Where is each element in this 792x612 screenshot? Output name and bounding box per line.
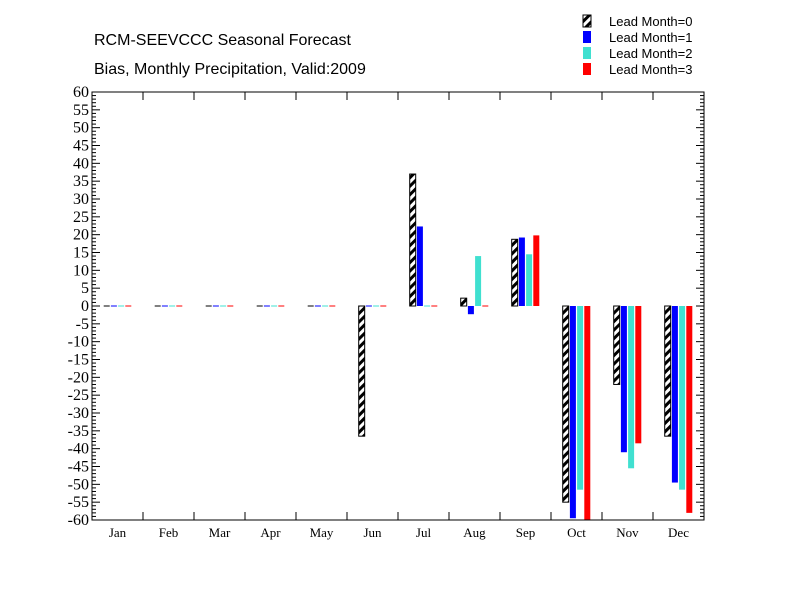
- bar: [686, 306, 693, 513]
- x-tick-label: Apr: [260, 525, 281, 540]
- bar: [526, 254, 533, 306]
- bar: [416, 226, 423, 306]
- x-tick-label: Jun: [363, 525, 382, 540]
- bar: [511, 238, 519, 307]
- x-tick-label: Nov: [616, 525, 639, 540]
- bar: [569, 306, 576, 519]
- bars: [103, 173, 693, 520]
- y-tick-label: 25: [73, 209, 89, 226]
- legend-label: Lead Month=3: [609, 62, 692, 77]
- bar: [358, 305, 366, 437]
- x-tick-label: Oct: [567, 525, 586, 540]
- y-tick-label: 45: [73, 138, 89, 155]
- bar: [518, 237, 525, 306]
- y-tick-label: -40: [68, 441, 89, 458]
- bar: [467, 306, 474, 315]
- y-tick-label: 15: [73, 245, 89, 262]
- x-tick-label: Sep: [516, 525, 536, 540]
- y-tick-label: 10: [73, 262, 89, 279]
- y-tick-label: -35: [68, 423, 89, 440]
- y-tick-label: 35: [73, 173, 89, 190]
- y-tick-label: -50: [68, 476, 89, 493]
- y-tick-label: 60: [73, 84, 89, 101]
- x-tick-label: Dec: [668, 525, 689, 540]
- y-tick-label: -5: [76, 316, 89, 333]
- chart-title: RCM-SEEVCCC Seasonal Forecast: [94, 32, 352, 49]
- plot-frame: [91, 91, 705, 521]
- x-tick-label: Jul: [416, 525, 432, 540]
- legend-label: Lead Month=2: [609, 46, 692, 61]
- bar: [475, 256, 482, 306]
- bar: [562, 305, 570, 503]
- y-tick-label: -15: [68, 352, 89, 369]
- y-tick-label: -45: [68, 459, 89, 476]
- chart-subtitle: Bias, Monthly Precipitation, Valid:2009: [94, 61, 366, 78]
- y-tick-label: -25: [68, 387, 89, 404]
- legend-label: Lead Month=1: [609, 30, 692, 45]
- x-tick-label: Jan: [109, 525, 127, 540]
- bar: [635, 306, 642, 444]
- y-axis: -60-55-50-45-40-35-30-25-20-15-10-505101…: [68, 84, 704, 529]
- bar: [628, 306, 635, 469]
- legend-swatch: [582, 14, 592, 28]
- y-tick-label: -60: [68, 512, 89, 529]
- bar: [409, 173, 417, 307]
- y-tick-label: 5: [81, 280, 89, 297]
- x-tick-label: Feb: [159, 525, 179, 540]
- x-tick-label: Aug: [463, 525, 486, 540]
- x-axis: Jan Feb Mar Apr May Jun Jul Aug Sep Oct Nov Dec: [91, 92, 705, 540]
- y-tick-label: -20: [68, 369, 89, 386]
- bar: [577, 306, 584, 490]
- y-tick-label: -55: [68, 494, 89, 511]
- legend-swatch: [583, 31, 591, 43]
- y-tick-label: 50: [73, 120, 89, 137]
- legend-swatch: [583, 63, 591, 75]
- legend-label: Lead Month=0: [609, 14, 692, 29]
- bar: [460, 297, 468, 307]
- bar: [533, 235, 540, 306]
- y-tick-label: 40: [73, 155, 89, 172]
- bar: [584, 306, 591, 520]
- bar: [620, 306, 627, 453]
- bar: [664, 305, 672, 437]
- bar: [671, 306, 678, 483]
- legend-swatch: [583, 47, 591, 59]
- x-tick-label: Mar: [209, 525, 231, 540]
- y-tick-label: -10: [68, 334, 89, 351]
- bar: [613, 305, 621, 385]
- y-tick-label: 55: [73, 102, 89, 119]
- y-tick-label: -30: [68, 405, 89, 422]
- bar: [679, 306, 686, 490]
- y-tick-label: 30: [73, 191, 89, 208]
- x-tick-label: May: [310, 525, 334, 540]
- y-tick-label: 0: [81, 298, 89, 315]
- y-tick-label: 20: [73, 227, 89, 244]
